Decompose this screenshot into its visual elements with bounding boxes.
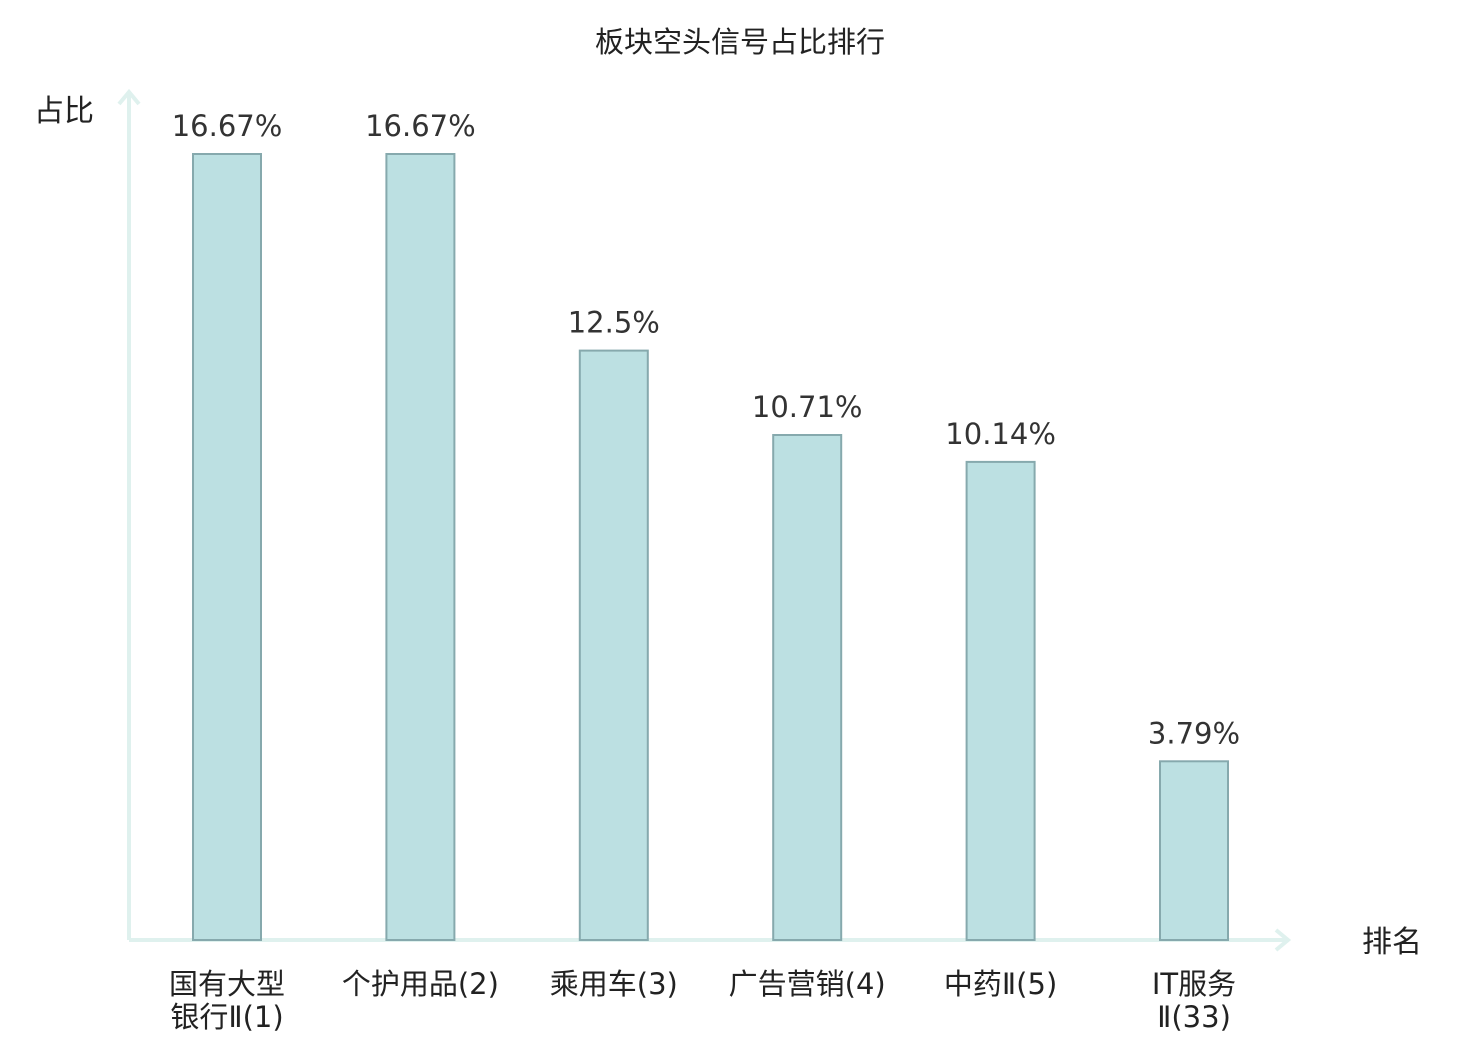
x-tick-label-1-line-1: 国有大型 xyxy=(169,967,285,1001)
bar-6 xyxy=(1159,760,1229,941)
x-tick-label-6: IT服务 Ⅱ(33) xyxy=(1152,967,1236,1034)
bar-1 xyxy=(192,153,262,941)
value-label-3: 12.5% xyxy=(568,306,660,340)
axes xyxy=(117,88,1292,952)
y-axis-arrowhead xyxy=(117,88,141,106)
value-label-1: 16.67% xyxy=(172,109,283,143)
x-tick-label-5-line-1: 中药Ⅱ(5) xyxy=(944,967,1057,1001)
x-tick-label-6-line-1: IT服务 xyxy=(1152,967,1236,1001)
bar-4 xyxy=(772,434,843,941)
x-tick-label-3-line-1: 乘用车(3) xyxy=(550,967,678,1001)
value-label-2: 16.67% xyxy=(365,109,476,143)
tick-labels-group: 国有大型银行Ⅱ(1) 个护用品(2) 乘用车(3) 广告营销(4) 中药Ⅱ(5) IT服务… xyxy=(169,967,1236,1034)
value-label-4: 10.71% xyxy=(752,390,863,424)
bar-5 xyxy=(965,460,1036,941)
x-tick-label-3: 乘用车(3) xyxy=(550,967,678,1001)
x-tick-label-2-line-1: 个护用品(2) xyxy=(342,967,499,1001)
x-tick-label-4: 广告营销(4) xyxy=(729,967,886,1001)
x-tick-label-2: 个护用品(2) xyxy=(342,967,499,1001)
bars-group xyxy=(192,153,1229,942)
x-tick-label-1: 国有大型银行Ⅱ(1) xyxy=(169,967,285,1034)
x-axis-label: 排名 xyxy=(1362,925,1422,960)
x-tick-label-5: 中药Ⅱ(5) xyxy=(944,967,1057,1001)
x-tick-label-4-line-1: 广告营销(4) xyxy=(729,967,886,1001)
chart-title: 板块空头信号占比排行 xyxy=(595,25,885,59)
x-tick-label-1-line-2: 银行Ⅱ(1) xyxy=(170,1000,283,1034)
y-axis-label: 占比 xyxy=(34,94,94,129)
bar-2 xyxy=(385,153,456,941)
value-label-6: 3.79% xyxy=(1148,716,1240,750)
bar-3 xyxy=(578,349,649,942)
value-labels-group: 16.67% 16.67% 12.5% 10.71% 10.14% 3.79% xyxy=(172,109,1240,750)
value-label-5: 10.14% xyxy=(945,417,1056,451)
x-tick-label-6-line-2: Ⅱ(33) xyxy=(1157,1000,1231,1034)
x-axis-arrowhead xyxy=(1274,928,1292,952)
